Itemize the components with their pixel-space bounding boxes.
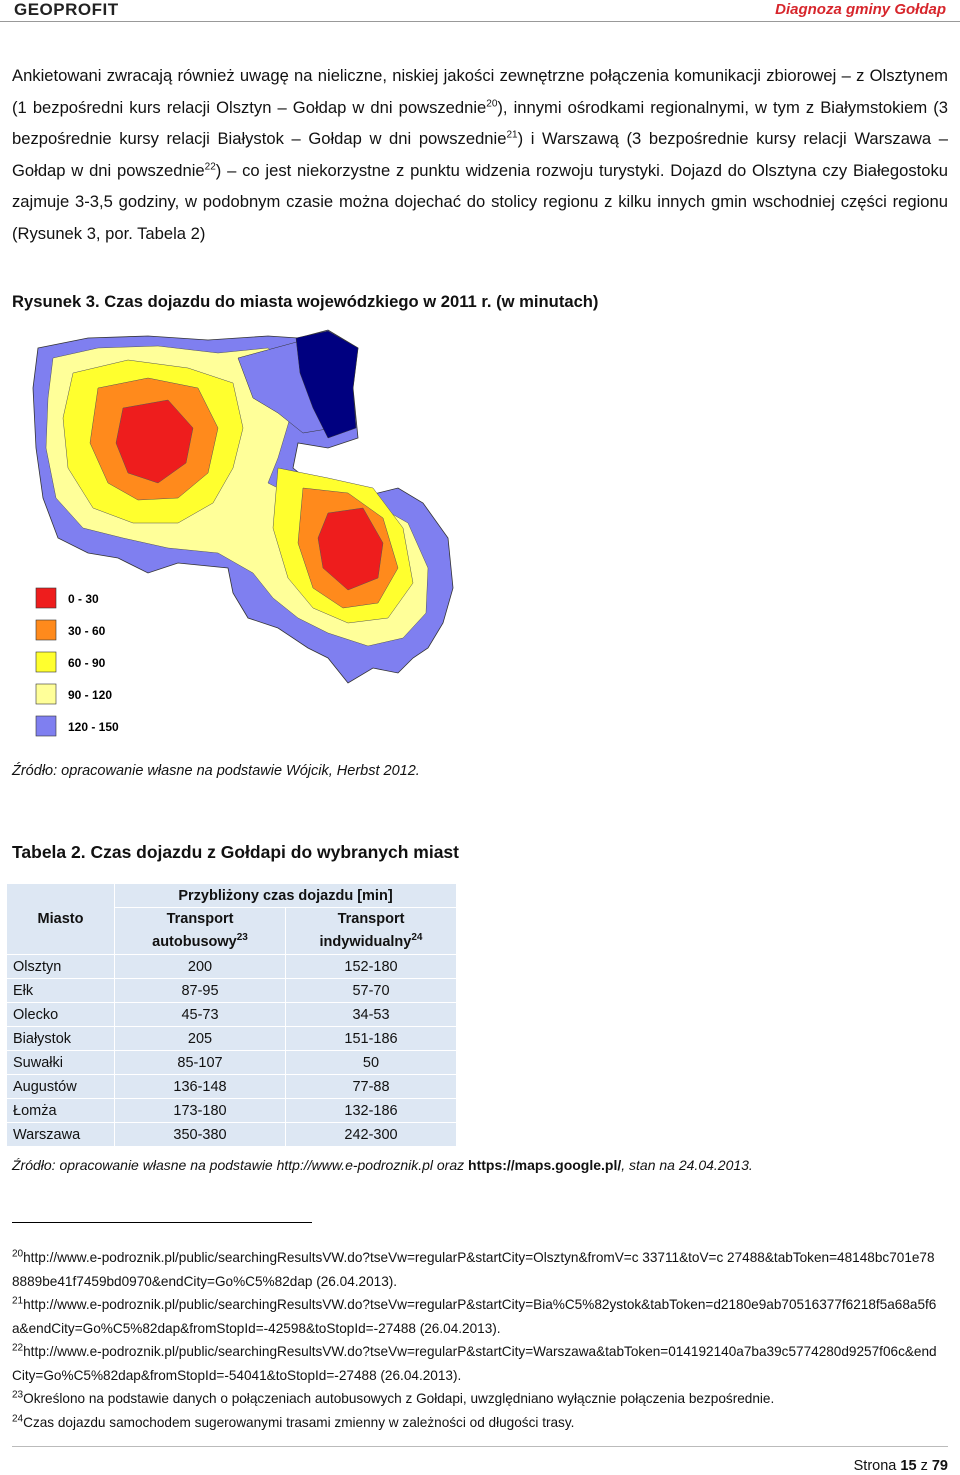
footnote: 21http://www.e-podroznik.pl/public/searc… <box>12 1293 942 1340</box>
table-cell: 45-73 <box>114 1002 286 1027</box>
table: Miasto Przybliżony czas dojazdu [min] Tr… <box>6 883 457 1147</box>
table-row: Białystok 205 151-186 <box>6 1026 457 1051</box>
legend-label: 120 - 150 <box>68 720 119 734</box>
table-cell: 136-148 <box>114 1074 286 1099</box>
table-cell: 151-186 <box>285 1026 457 1051</box>
footnote-rule <box>12 1222 312 1223</box>
logo: GEOPROFIT <box>14 0 119 19</box>
paragraph-text: ) i Warszawą (3 bezpośrednie kursy relac… <box>12 129 948 180</box>
table-source: Źródło: opracowanie własne na podstawie … <box>12 1157 753 1173</box>
table-cell: 50 <box>285 1050 457 1075</box>
legend-swatch <box>35 715 57 737</box>
paragraph-text: ), innymi ośrodkami regionalnymi, w tym … <box>12 97 948 149</box>
table-cell: 242-300 <box>285 1122 457 1147</box>
footnote-text: http://www.e-podroznik.pl/public/searchi… <box>12 1297 937 1336</box>
map-zone <box>115 399 384 591</box>
footnote: 24Czas dojazdu samochodem sugerowanymi t… <box>12 1411 942 1435</box>
legend-swatch <box>35 651 57 673</box>
footnote-text: http://www.e-podroznik.pl/public/searchi… <box>12 1344 937 1383</box>
legend-swatch <box>35 619 57 641</box>
page-current: 15 <box>900 1458 917 1474</box>
table-row: Suwałki 85-107 50 <box>6 1050 457 1075</box>
header-text: Transport indywidualny <box>319 911 412 950</box>
footnote-text: http://www.e-podroznik.pl/public/searchi… <box>12 1250 935 1289</box>
table-cell: 205 <box>114 1026 286 1051</box>
table-cell: 57-70 <box>285 978 457 1003</box>
footnote-text: Czas dojazdu samochodem sugerowanymi tra… <box>23 1414 575 1430</box>
figure-caption: Rysunek 3. Czas dojazdu do miasta wojewó… <box>12 292 599 311</box>
footnote: 23Określono na podstawie danych o połącz… <box>12 1387 942 1411</box>
footnote-number: 24 <box>12 1412 24 1424</box>
table-head-row: Miasto Przybliżony czas dojazdu [min] <box>6 883 457 955</box>
footnote-ref: 21 <box>506 129 518 141</box>
footnote-number: 22 <box>12 1342 24 1354</box>
footer-rule <box>12 1446 948 1447</box>
table-cell: 85-107 <box>114 1050 286 1075</box>
legend-swatch <box>35 587 57 609</box>
table-cell: 34-53 <box>285 1002 457 1027</box>
legend-label: 60 - 90 <box>68 656 106 670</box>
table-cell: Suwałki <box>6 1050 115 1075</box>
footnote-number: 21 <box>12 1295 24 1307</box>
legend-label: 30 - 60 <box>68 624 106 638</box>
table-row: Olsztyn 200 152-180 <box>6 954 457 979</box>
footnote-ref: 23 <box>236 932 248 944</box>
paragraph: Ankietowani zwracają również uwagę na ni… <box>12 60 948 249</box>
paragraph-text: Ankietowani zwracają również uwagę na ni… <box>12 66 948 117</box>
header-cell: Transport indywidualny24 <box>285 907 457 955</box>
table-cell: 173-180 <box>114 1098 286 1123</box>
header-rule <box>0 21 960 22</box>
table-head-row: Transport autobusowy23 Transport indywid… <box>7 907 457 955</box>
table-caption: Tabela 2. Czas dojazdu z Gołdapi do wybr… <box>12 842 459 862</box>
legend-label: 0 - 30 <box>68 592 99 606</box>
header-cell: Przybliżony czas dojazdu [min] <box>114 883 457 908</box>
table-row: Łomża 173-180 132-186 <box>6 1098 457 1123</box>
table-cell: Olecko <box>6 1002 115 1027</box>
table-cell: Ełk <box>6 978 115 1003</box>
figure-source: Źródło: opracowanie własne na podstawie … <box>12 763 420 779</box>
page-total: 79 <box>931 1458 948 1474</box>
paragraph-text: ) – co jest niekorzystne z punktu widzen… <box>12 160 948 243</box>
table-cell: 152-180 <box>285 954 457 979</box>
footnote-ref: 20 <box>486 97 498 109</box>
table-cell: Olsztyn <box>6 954 115 979</box>
footer-sep: z <box>920 1458 928 1474</box>
table-cell: 77-88 <box>285 1074 457 1099</box>
table-row: Ełk 87-95 57-70 <box>6 978 457 1003</box>
header-cell: Miasto <box>6 883 115 955</box>
footer: Strona 15 z 79 <box>854 1458 948 1474</box>
header-text: Transport autobusowy <box>152 911 237 950</box>
table-cell: Białystok <box>6 1026 115 1051</box>
legend-label: 90 - 120 <box>68 688 112 702</box>
footnote: 22http://www.e-podroznik.pl/public/searc… <box>12 1340 942 1387</box>
table-cell: Warszawa <box>6 1122 115 1147</box>
footnote-number: 23 <box>12 1389 24 1401</box>
legend-swatch <box>35 683 57 705</box>
table-cell: 200 <box>114 954 286 979</box>
footnote-ref: 22 <box>204 160 216 172</box>
table-cell: 132-186 <box>285 1098 457 1123</box>
footnote: 20http://www.e-podroznik.pl/public/searc… <box>12 1246 942 1293</box>
map-zone <box>295 330 359 439</box>
footnotes: 20http://www.e-podroznik.pl/public/searc… <box>12 1246 942 1434</box>
table-cell: 87-95 <box>114 978 286 1003</box>
table-cell: Łomża <box>6 1098 115 1123</box>
header-cell: Transport autobusowy23 <box>114 907 286 955</box>
source-link: https://maps.google.pl/ <box>468 1157 622 1173</box>
source-text: , stan na 24.04.2013. <box>621 1157 753 1173</box>
table-row: Warszawa 350-380 242-300 <box>6 1122 457 1147</box>
footnote-ref: 24 <box>411 932 423 944</box>
source-text: Źródło: opracowanie własne na podstawie … <box>12 1157 469 1173</box>
footer-label: Strona <box>853 1458 897 1474</box>
table-row: Olecko 45-73 34-53 <box>6 1002 457 1027</box>
header-title: Diagnoza gminy Gołdap <box>775 1 946 18</box>
table-cell: 350-380 <box>114 1122 286 1147</box>
footnote-number: 20 <box>12 1248 24 1260</box>
table-cell: Augustów <box>6 1074 115 1099</box>
table-row: Augustów 136-148 77-88 <box>6 1074 457 1099</box>
footnote-text: Określono na podstawie danych o połączen… <box>23 1391 775 1406</box>
